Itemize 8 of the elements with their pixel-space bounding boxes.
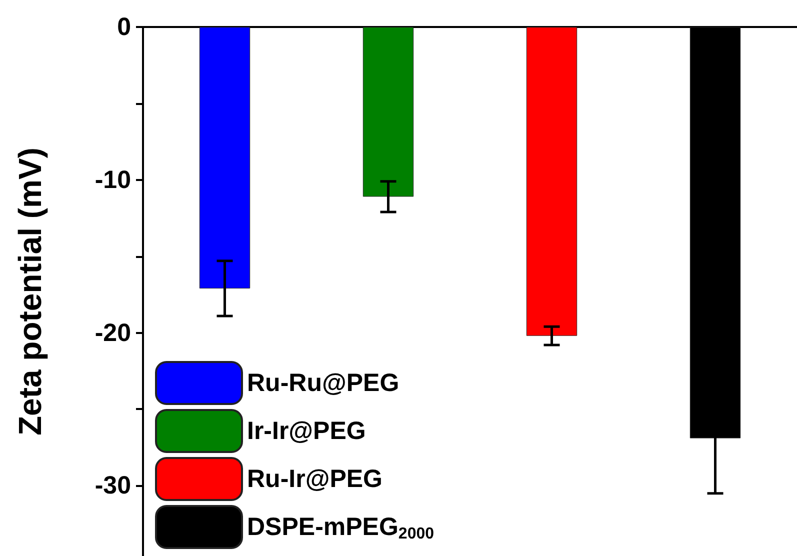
y-tick-label: -30 [94,472,131,500]
y-tick-label: -10 [94,166,131,194]
y-tick-label: -20 [94,318,131,347]
y-axis-title: Zeta potential (mV) [12,147,48,436]
legend-label: Ir-Ir@PEG [247,417,366,445]
y-tick-label: 0 [117,13,131,41]
legend-label: Ru-Ru@PEG [247,369,400,397]
legend-label: Ru-Ir@PEG [247,465,382,493]
